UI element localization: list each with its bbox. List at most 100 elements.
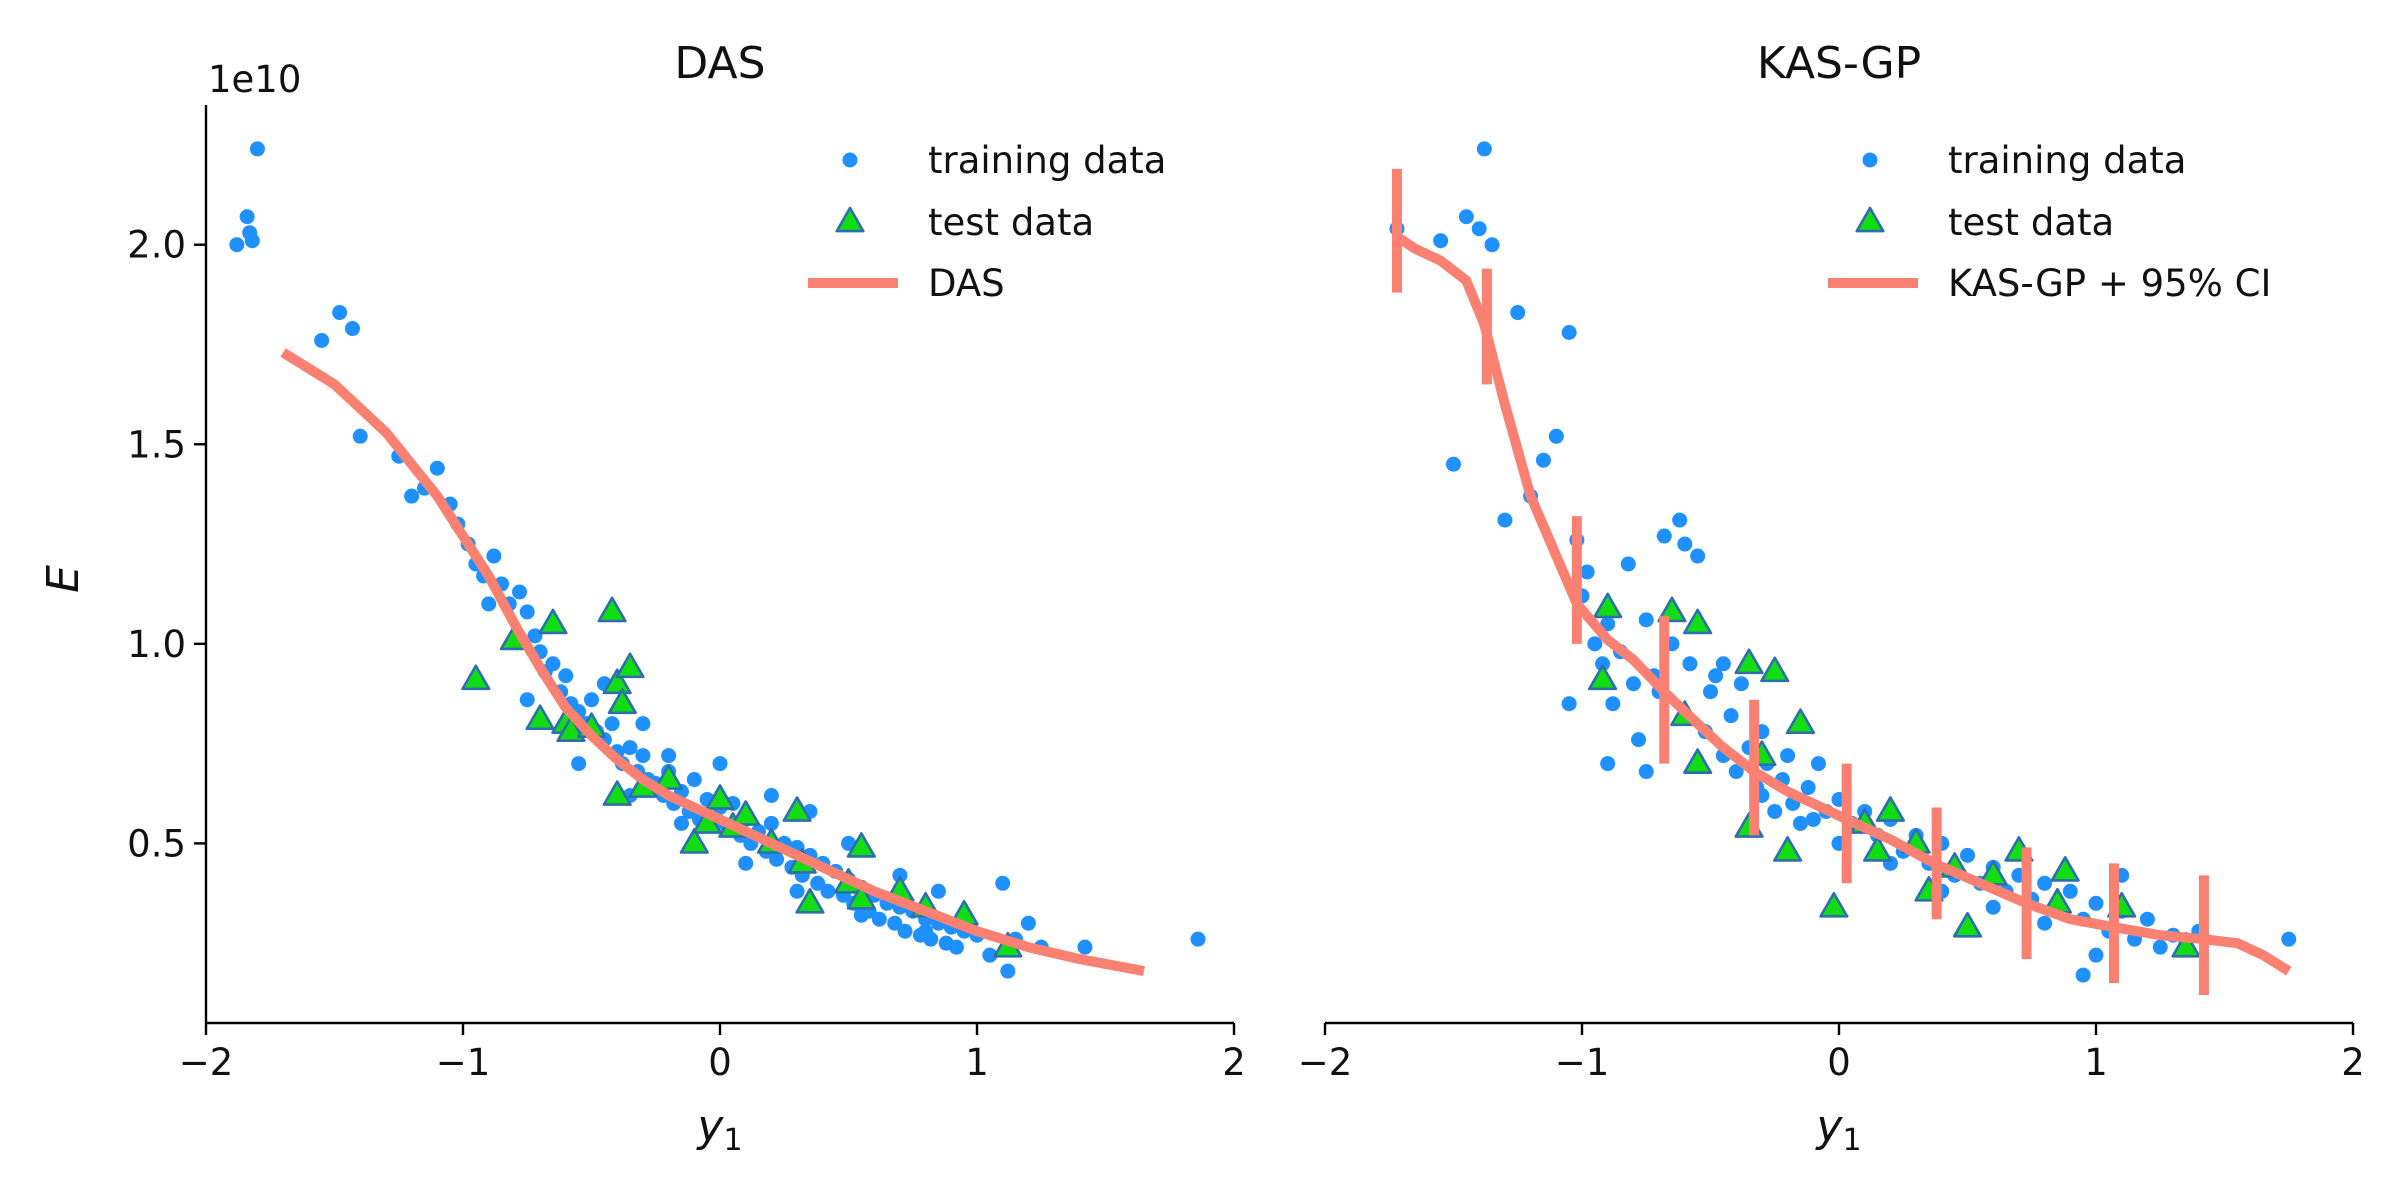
das-training-point bbox=[853, 907, 869, 923]
das-legend-label: training data bbox=[928, 139, 1166, 182]
kasgp-training-point bbox=[1631, 732, 1647, 748]
kasgp-training-point bbox=[1595, 656, 1611, 672]
das-training-point bbox=[1000, 963, 1016, 979]
kasgp-training-point bbox=[1985, 899, 2001, 915]
das-legend-dot-marker bbox=[842, 152, 858, 168]
kasgp-training-point bbox=[1656, 528, 1672, 544]
das-test-point bbox=[731, 800, 761, 826]
das-y-ticks: 0.5 1.0 1.5 2.0 bbox=[127, 224, 206, 865]
das-training-point bbox=[512, 584, 528, 600]
kasgp-test-point bbox=[1593, 592, 1623, 619]
das-training-point bbox=[686, 772, 702, 788]
kasgp-training-point bbox=[1605, 696, 1621, 712]
kasgp-test-point bbox=[2050, 856, 2080, 882]
kasgp-training-point bbox=[1703, 684, 1718, 700]
das-training-point bbox=[622, 740, 638, 756]
kasgp-training-point bbox=[1708, 668, 1724, 684]
kasgp-training-point bbox=[2088, 895, 2104, 911]
das-training-point bbox=[1077, 939, 1093, 955]
kasgp-training-point bbox=[2062, 883, 2078, 899]
kasgp-x-tick-label: 1 bbox=[2084, 1041, 2108, 1084]
das-training-point bbox=[352, 428, 368, 444]
das-training-point bbox=[661, 748, 677, 764]
kasgp-training-point bbox=[1625, 676, 1641, 692]
das-training-point bbox=[486, 548, 502, 564]
kasgp-training-point bbox=[1805, 811, 1821, 827]
das-training-point bbox=[1190, 931, 1206, 947]
das-y-tick-label: 1.0 bbox=[127, 623, 186, 666]
das-training-point bbox=[249, 141, 265, 157]
kasgp-legend-label: test data bbox=[1948, 201, 2114, 244]
das-test-point bbox=[795, 887, 825, 914]
das-test-point bbox=[782, 796, 812, 822]
kasgp-training-point bbox=[1733, 676, 1749, 692]
das-training-point bbox=[519, 692, 535, 708]
kasgp-x-tick-label: −2 bbox=[1298, 1041, 1353, 1084]
das-plot-marks bbox=[229, 141, 1206, 979]
kasgp-training-point bbox=[1471, 221, 1487, 237]
das-test-point bbox=[525, 704, 555, 731]
das-test-point bbox=[705, 784, 735, 810]
das-x-ticks: −2 −1 0 1 2 bbox=[179, 1023, 1246, 1084]
kasgp-training-point bbox=[1497, 512, 1513, 528]
das-training-point bbox=[229, 237, 245, 253]
das-x-axis-label: y1 bbox=[695, 1101, 742, 1158]
das-training-point bbox=[244, 233, 260, 249]
kasgp-x-ticks: −2 −1 0 1 2 bbox=[1298, 1023, 2365, 1084]
das-training-point bbox=[635, 716, 651, 732]
kasgp-training-point bbox=[1561, 325, 1577, 341]
kasgp-training-point bbox=[1638, 612, 1654, 628]
kasgp-legend-triangle-marker bbox=[1855, 206, 1885, 233]
das-training-point bbox=[982, 947, 998, 963]
kasgp-training-point bbox=[1723, 708, 1739, 724]
kasgp-training-point bbox=[1600, 756, 1616, 772]
das-x-axis-label-subscript: 1 bbox=[723, 1123, 742, 1158]
das-y-tick-label: 1.5 bbox=[127, 423, 186, 466]
kasgp-training-point bbox=[2152, 939, 2168, 955]
kasgp-test-point bbox=[1734, 648, 1764, 675]
das-y-axis-label: E bbox=[38, 565, 89, 593]
kasgp-x-axis-label-main: y bbox=[1814, 1101, 1843, 1152]
das-test-point bbox=[846, 883, 876, 910]
kasgp-training-point bbox=[1792, 815, 1808, 831]
kasgp-training-point bbox=[1476, 141, 1492, 157]
das-training-point bbox=[558, 668, 574, 684]
das-test-point bbox=[607, 688, 637, 715]
das-training-point bbox=[892, 867, 908, 883]
das-legend-label: DAS bbox=[928, 262, 1005, 305]
das-training-point bbox=[239, 209, 255, 225]
kasgp-training-point bbox=[2088, 947, 2104, 963]
das-training-point bbox=[314, 332, 330, 348]
das-training-point bbox=[1020, 915, 1036, 931]
das-training-point bbox=[519, 604, 535, 620]
das-training-point bbox=[820, 883, 836, 899]
das-x-tick-label: 2 bbox=[1222, 1041, 1246, 1084]
das-training-point bbox=[887, 915, 903, 931]
kasgp-training-point bbox=[1800, 780, 1816, 796]
das-test-point bbox=[556, 716, 586, 743]
das-training-point bbox=[930, 883, 946, 899]
kasgp-test-point bbox=[1773, 836, 1803, 862]
das-training-point bbox=[948, 939, 964, 955]
kasgp-test-point bbox=[1785, 708, 1816, 735]
kasgp-training-point bbox=[1535, 452, 1551, 468]
das-chart-title: DAS bbox=[674, 38, 765, 89]
das-training-point bbox=[789, 883, 805, 899]
kasgp-test-point bbox=[1587, 664, 1618, 691]
kasgp-training-point bbox=[1548, 428, 1564, 444]
kasgp-training-point bbox=[2037, 915, 2053, 931]
das-y-tick-label: 0.5 bbox=[127, 822, 186, 865]
das-training-point bbox=[995, 875, 1011, 891]
kasgp-training-point bbox=[1484, 237, 1500, 253]
kasgp-training-point bbox=[1638, 764, 1654, 780]
das-y-tick-label: 2.0 bbox=[127, 224, 186, 267]
das-test-point bbox=[461, 664, 491, 691]
kasgp-test-point bbox=[1819, 891, 1849, 918]
das-y-multiplier: 1e10 bbox=[208, 58, 301, 101]
das-training-point bbox=[429, 460, 445, 476]
kasgp-test-point bbox=[1875, 796, 1905, 822]
kasgp-training-point bbox=[1600, 616, 1616, 632]
das-legend: training data test data DAS bbox=[808, 139, 1166, 305]
das-test-point bbox=[846, 832, 876, 858]
